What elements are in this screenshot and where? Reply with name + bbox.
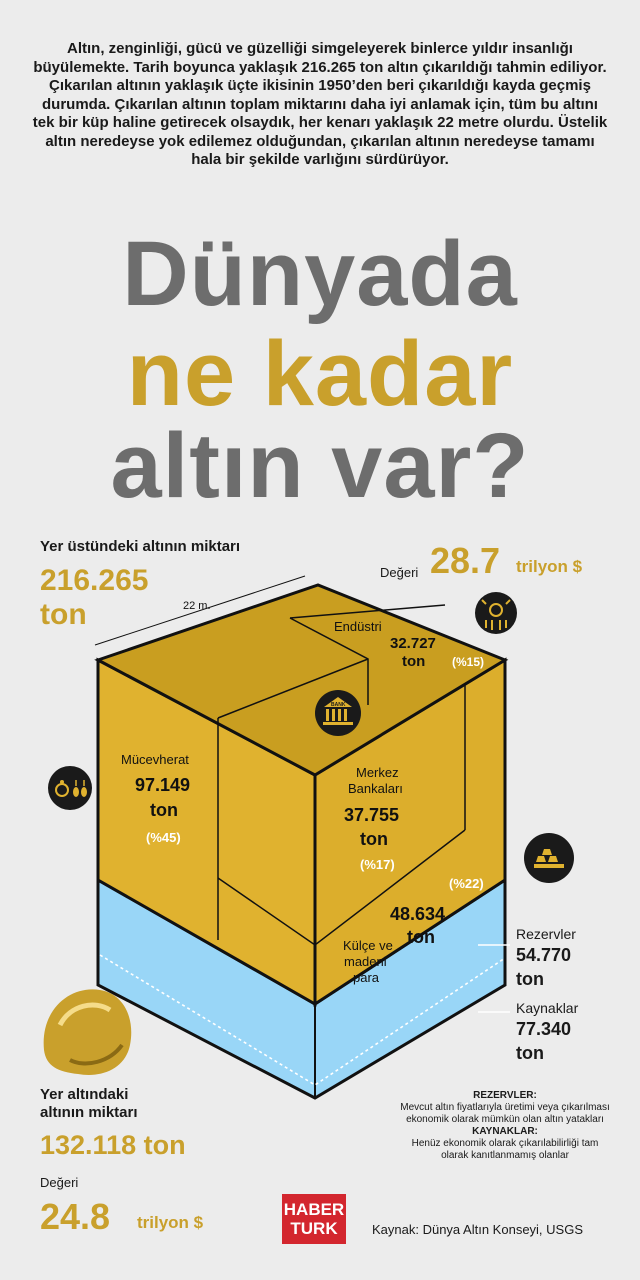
above-value-label: Değeri — [380, 565, 419, 580]
jewelry-amount: 97.149 — [135, 775, 190, 795]
cube-top-face — [94, 583, 509, 777]
intro-text: Altın, zenginliği, gücü ve güzelliği sim… — [32, 40, 608, 168]
title-line-1: Dünyada — [122, 223, 518, 325]
bullion-amount: 48.634 — [390, 904, 445, 924]
reserves-name: Rezervler — [516, 926, 576, 942]
above-value-unit: trilyon $ — [516, 557, 583, 576]
central-name-1: Merkez — [356, 765, 399, 780]
bullion-name-3: para — [353, 970, 380, 985]
industry-name: Endüstri — [334, 619, 382, 634]
jewelry-unit: ton — [150, 800, 178, 820]
below-value-unit: trilyon $ — [137, 1213, 204, 1232]
industry-amount: 32.727 — [390, 635, 436, 652]
above-label: Yer üstündeki altının miktarı — [40, 538, 241, 555]
below-value: 24.8 — [40, 1196, 111, 1237]
jewelry-icon — [48, 766, 92, 810]
circuit-icon — [475, 592, 517, 634]
gold-cube-illustration: 22 m. BANK Endüstri 32.727 ton (%15) Müc… — [43, 575, 574, 1100]
reserves-note-title: REZERVLER: — [473, 1090, 537, 1101]
title-line-2: ne kadar — [126, 323, 514, 425]
resources-name: Kaynaklar — [516, 1000, 579, 1016]
above-value: 28.7 — [430, 540, 501, 581]
below-label-2: altının miktarı — [40, 1104, 138, 1121]
logo-line-2: TURK — [290, 1219, 338, 1238]
reserves-resources-divider — [99, 954, 506, 1086]
central-amount: 37.755 — [344, 805, 399, 825]
bullion-unit: ton — [407, 927, 435, 947]
jewelry-name: Mücevherat — [121, 752, 189, 767]
edge-dimension-line — [94, 575, 306, 646]
bank-icon-text: BANK — [331, 702, 346, 708]
industry-unit: ton — [402, 653, 425, 670]
reserves-unit: ton — [516, 969, 544, 989]
source-credit: Kaynak: Dünya Altın Konseyi, USGS — [372, 1222, 583, 1237]
bullion-name-1: Külçe ve — [343, 938, 393, 953]
logo-line-1: HABER — [283, 1200, 345, 1219]
bullion-pct: (%22) — [449, 876, 484, 891]
jewelry-pct: (%45) — [146, 830, 181, 845]
haberturk-logo: HABER TURK — [282, 1194, 346, 1244]
bullion-name-2: madeni — [344, 954, 387, 969]
edge-label: 22 m. — [183, 600, 211, 612]
resources-note-text: Henüz ekonomik olarak çıkarılabilirliği … — [411, 1138, 599, 1161]
resources-unit: ton — [516, 1043, 544, 1063]
below-amount: 132.118 ton — [40, 1130, 186, 1160]
below-label-1: Yer altındaki — [40, 1086, 129, 1103]
below-value-label: Değeri — [40, 1175, 79, 1190]
bank-icon: BANK — [315, 690, 361, 736]
definitions-note: REZERVLER: Mevcut altın fiyatlarıyla üre… — [400, 1090, 610, 1162]
gold-bars-icon — [524, 833, 574, 883]
central-unit: ton — [360, 829, 388, 849]
resources-note-title: KAYNAKLAR: — [472, 1126, 538, 1137]
reserves-amount: 54.770 — [516, 945, 572, 965]
above-amount: 216.265 — [40, 564, 149, 597]
above-unit: ton — [40, 598, 87, 631]
gold-nugget-icon — [43, 989, 132, 1075]
title-line-3: altın var? — [110, 415, 530, 517]
central-pct: (%17) — [360, 857, 395, 872]
reserves-note-text: Mevcut altın fiyatlarıyla üretimi veya ç… — [400, 1102, 610, 1125]
resources-amount: 77.340 — [516, 1019, 572, 1039]
central-name-2: Bankaları — [348, 781, 403, 796]
industry-pct: (%15) — [452, 655, 484, 669]
